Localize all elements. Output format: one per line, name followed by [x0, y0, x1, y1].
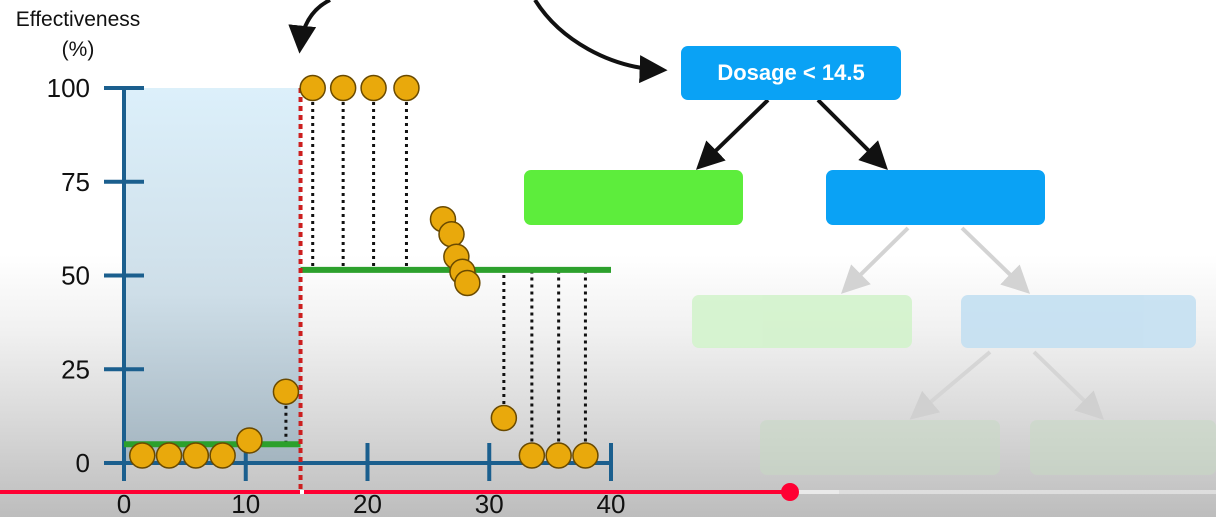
y-tick-label: 75 — [61, 167, 90, 197]
data-point — [272, 378, 300, 405]
data-point — [209, 442, 236, 469]
faded-subtree — [692, 226, 1216, 475]
data-point — [182, 442, 210, 469]
y-axis-title-line-1: Effectiveness — [16, 8, 141, 31]
faded-leaf-node — [692, 295, 912, 348]
faded-internal-node — [961, 295, 1196, 348]
y-tick-labels: 0 25 50 75 100 — [47, 73, 90, 478]
y-tick-label: 100 — [47, 73, 90, 103]
curved-arrow-to-split — [288, 0, 331, 54]
y-axis-title-line-2: (%) — [62, 38, 95, 61]
data-point — [236, 427, 263, 454]
y-tick-label: 25 — [61, 354, 90, 384]
root-node — [681, 46, 901, 100]
data-point — [299, 74, 326, 102]
residual-lines — [284, 88, 587, 456]
data-points — [129, 74, 599, 469]
data-point — [129, 442, 156, 469]
data-point — [360, 74, 387, 102]
faded-edge — [1032, 350, 1105, 420]
faded-leaf-node — [1030, 420, 1216, 475]
root-node-label: Dosage < 14.5 — [717, 60, 864, 85]
left-split-region — [124, 88, 301, 463]
faded-edge — [960, 226, 1031, 294]
curved-arrow-to-root — [533, 0, 668, 84]
edge-root-right — [816, 98, 888, 170]
data-point — [155, 442, 183, 469]
chapter-divider — [300, 490, 304, 494]
data-point — [393, 74, 420, 102]
data-point — [518, 442, 546, 469]
video-progress-bar[interactable] — [0, 483, 1216, 501]
faded-edge — [909, 350, 992, 420]
right-internal-node — [826, 170, 1045, 225]
data-point — [329, 74, 357, 102]
scrubber-handle[interactable] — [781, 483, 800, 501]
edge-root-left — [695, 98, 770, 170]
x-tick-label: 0 — [117, 489, 131, 517]
y-tick-label: 0 — [76, 448, 90, 478]
data-point — [454, 269, 481, 297]
decision-tree: Dosage < 14.5 — [524, 46, 1216, 475]
data-point — [572, 442, 599, 469]
data-point — [438, 221, 465, 248]
y-tick-label: 50 — [61, 261, 90, 291]
data-point — [545, 442, 572, 469]
faded-edge — [841, 226, 910, 294]
progress-played — [0, 490, 791, 494]
data-point — [490, 404, 518, 432]
left-leaf-node — [524, 170, 743, 225]
faded-leaf-node — [760, 420, 1000, 475]
